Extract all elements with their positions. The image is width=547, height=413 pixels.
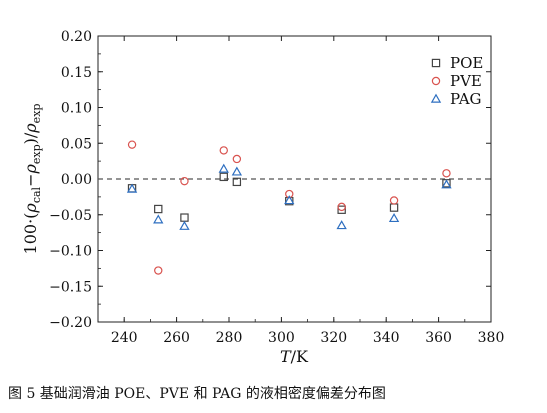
data-point-pve [180, 176, 189, 186]
data-point-pve [285, 189, 294, 199]
x-tick-label: 340 [373, 330, 400, 346]
x-tick-label: 380 [478, 330, 505, 346]
data-point-poe [337, 205, 346, 214]
y-tick-label: −0.10 [49, 244, 92, 260]
data-points [126, 140, 452, 275]
x-tick-labels: 240 260 280 300 320 340 360 380 [111, 330, 505, 346]
data-point-pve [127, 140, 137, 149]
scatter-chart: 0.20 0.15 0.10 0.05 0.00 −0.05 −0.10 −0.15 −0.20… [21, 29, 505, 366]
legend-marker-pag [430, 93, 442, 103]
x-tick-label: 300 [268, 330, 295, 346]
y-tick-label: 0.15 [61, 65, 92, 81]
y-tick-label: 0.00 [61, 172, 92, 188]
data-point-pag [441, 179, 452, 189]
y-tick-label: 0.05 [61, 136, 92, 152]
legend-label-pve: PVE [450, 72, 482, 90]
data-point-pag [153, 214, 164, 224]
data-point-pag [126, 183, 138, 193]
x-tick-label: 280 [216, 330, 243, 346]
data-point-pve [337, 202, 346, 212]
data-point-pag [388, 212, 400, 223]
x-tick-label: 320 [320, 330, 347, 346]
data-point-pve [389, 196, 399, 205]
legend-label-pag: PAG [450, 90, 482, 108]
y-tick-label: 0.20 [61, 29, 92, 45]
y-axis-title: 100·(ρcal−ρexp)/ρexp [21, 104, 43, 255]
data-point-pag [231, 166, 243, 176]
x-tick-label: 260 [163, 330, 190, 346]
legend-label-poe: POE [450, 54, 483, 72]
data-point-pve [442, 169, 451, 178]
data-point-pve [219, 146, 228, 155]
x-tick-label: 240 [111, 330, 138, 346]
data-point-poe [389, 203, 399, 212]
y-tick-label: −0.15 [49, 279, 92, 295]
legend-marker-poe [431, 58, 441, 68]
data-point-poe [232, 177, 242, 187]
data-point-pve [154, 266, 163, 275]
y-tick-label: −0.20 [49, 315, 92, 331]
data-point-poe [180, 213, 189, 222]
data-point-pag [179, 220, 190, 230]
data-point-pag [336, 220, 347, 230]
x-axis-title: T/K [280, 347, 309, 366]
y-tick-label: −0.05 [49, 208, 92, 224]
data-point-pag [284, 195, 295, 205]
x-tick-label: 360 [425, 330, 452, 346]
legend-marker-pve [431, 76, 441, 86]
data-point-pag [218, 163, 229, 173]
y-tick-labels: 0.20 0.15 0.10 0.05 0.00 −0.05 −0.10 −0.15 −0.20 [49, 29, 92, 331]
figure-caption: 图 5 基础润滑油 POE、PVE 和 PAG 的液相密度偏差分布图 [8, 386, 386, 402]
data-point-poe [219, 172, 228, 182]
data-point-poe [154, 204, 163, 214]
y-tick-label: 0.10 [61, 101, 92, 117]
data-point-pve [232, 154, 242, 164]
